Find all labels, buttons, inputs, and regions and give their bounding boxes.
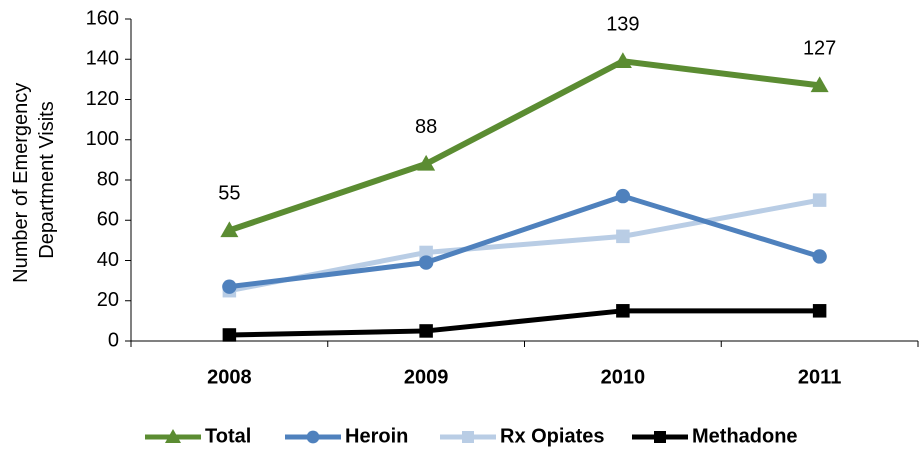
marker — [654, 431, 666, 443]
marker — [613, 52, 632, 69]
data-label: 127 — [803, 38, 836, 60]
y-axis-label-line: Department Visits — [36, 101, 58, 258]
y-tick-label: 40 — [97, 249, 119, 271]
marker — [615, 188, 631, 204]
marker — [462, 431, 474, 443]
series-line — [228, 58, 820, 234]
marker — [812, 304, 827, 318]
series-line — [229, 193, 821, 290]
legend-label: Rx Opiates — [500, 425, 604, 447]
marker — [418, 255, 434, 270]
series-line — [229, 308, 820, 338]
marker — [165, 429, 181, 443]
marker — [419, 324, 433, 338]
marker — [306, 430, 320, 444]
series-line — [228, 197, 821, 294]
x-tick-label: 2010 — [601, 366, 646, 388]
marker — [810, 76, 829, 93]
x-tick-label: 2011 — [798, 366, 841, 388]
x-tick-label: 2009 — [404, 366, 449, 388]
marker — [222, 279, 237, 294]
marker — [222, 328, 237, 342]
marker — [220, 221, 239, 238]
x-tick-label: 2008 — [207, 366, 252, 388]
y-tick-label: 60 — [97, 209, 119, 231]
data-label: 88 — [415, 116, 437, 138]
y-tick-label: 80 — [97, 168, 119, 190]
marker — [417, 154, 436, 171]
y-tick-label: 120 — [86, 88, 119, 110]
legend-label: Total — [205, 425, 251, 447]
marker — [616, 229, 630, 244]
legend-label: Heroin — [345, 425, 408, 447]
data-label: 55 — [218, 183, 240, 205]
marker — [419, 245, 433, 260]
legend-label: Methadone — [692, 425, 798, 447]
y-tick-label: 160 — [86, 7, 119, 29]
marker — [616, 304, 630, 318]
y-tick-label: 100 — [86, 128, 119, 150]
marker — [812, 249, 827, 264]
y-tick-label: 0 — [108, 329, 119, 351]
marker — [812, 193, 827, 207]
data-label: 139 — [606, 14, 639, 36]
y-tick-label: 140 — [86, 48, 119, 70]
y-axis-label: Number of Emergency Department Visits — [10, 77, 58, 283]
y-tick-label: 20 — [97, 289, 119, 311]
y-axis-label-line: Number of Emergency — [10, 83, 32, 283]
